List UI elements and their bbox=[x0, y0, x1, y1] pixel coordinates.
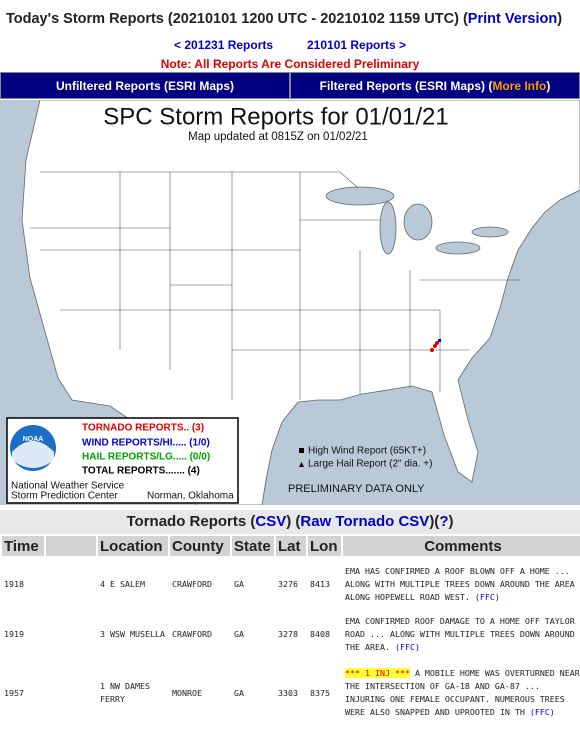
wind-symbol-label: High Wind Report (65KT+) bbox=[308, 446, 426, 457]
legend-wind: WIND REPORTS/HI..... (1/0) bbox=[82, 438, 210, 449]
filtered-tab[interactable]: Filtered Reports (ESRI Maps) (More Info) bbox=[290, 72, 580, 99]
note: Note: All Reports Are Considered Prelimi… bbox=[160, 57, 420, 71]
comment-text: A MOBILE HOME WAS OVERTURNED NEAR THE IN… bbox=[345, 668, 580, 717]
heading-link[interactable]: CSV bbox=[255, 513, 287, 530]
office-link[interactable]: (FFC) bbox=[474, 591, 500, 602]
legend-hail: HAIL REPORTS/LG..... (0/0) bbox=[82, 452, 210, 463]
storm-map: SPC Storm Reports for 01/01/21 Map updat… bbox=[0, 100, 580, 505]
page-title: Today's Storm Reports (20210101 1200 UTC… bbox=[6, 11, 562, 27]
header-spacer bbox=[46, 536, 96, 556]
location: 3 WSW MUSELLA bbox=[100, 629, 165, 639]
great-lakes bbox=[325, 186, 509, 255]
office-link[interactable]: (FFC) bbox=[394, 642, 420, 652]
tab-text: Filtered Reports (ESRI Maps) bbox=[319, 78, 485, 93]
hail-symbol-label: Large Hail Report (2" dia. +) bbox=[308, 459, 432, 470]
county: CRAWFORD bbox=[172, 578, 212, 589]
logo-text: NOAA bbox=[23, 436, 44, 443]
more-info-link[interactable]: More Info bbox=[492, 78, 547, 93]
time: 1918 bbox=[4, 578, 24, 589]
lat: 3278 bbox=[278, 629, 298, 639]
comments: EMA CONFIRMED ROOF DAMAGE TO A HOME OFF … bbox=[343, 612, 580, 657]
org-name: Storm Prediction Center bbox=[11, 491, 118, 502]
lon: 8375 bbox=[310, 687, 330, 698]
prev-link[interactable]: < 201231 Reports bbox=[174, 38, 274, 52]
hail-symbol bbox=[299, 462, 304, 467]
time: 1919 bbox=[4, 629, 24, 639]
report-row: 1918 4 E SALEM CRAWFORD GA 3276 8413 EMA HAS C… bbox=[2, 558, 580, 610]
office-link[interactable]: (FFC) bbox=[529, 707, 555, 717]
column-header: Lat bbox=[276, 536, 306, 556]
column-header: State bbox=[232, 536, 274, 556]
lat: 3276 bbox=[278, 578, 298, 589]
title-text: Today's Storm Reports (20210101 1200 UTC… bbox=[6, 11, 459, 27]
paren: ( bbox=[462, 11, 468, 27]
paren: ( bbox=[488, 78, 493, 93]
report-table: Time Location County State Lat Lon Comments 191… bbox=[0, 534, 580, 729]
county: MONROE bbox=[172, 687, 202, 698]
paren: ) bbox=[546, 78, 551, 93]
table-heading: Tornado Reports (CSV) (Raw Tornado CSV)(… bbox=[0, 510, 580, 534]
state: GA bbox=[234, 578, 244, 589]
comments: *** 1 INJ *** A MOBILE HOME WAS OVERTURN… bbox=[343, 659, 580, 727]
print-link[interactable]: Print Version bbox=[467, 11, 558, 27]
heading-text: )( bbox=[429, 513, 440, 530]
state: GA bbox=[234, 687, 244, 698]
comment-text: EMA CONFIRMED ROOF DAMAGE TO A HOME OFF … bbox=[345, 616, 575, 652]
comment-text: EMA HAS CONFIRMED A ROOF BLOWN OFF A HOM… bbox=[345, 565, 575, 602]
state: GA bbox=[234, 629, 244, 639]
heading-link[interactable]: ? bbox=[439, 513, 449, 530]
lat: 3303 bbox=[278, 687, 298, 698]
map-title: SPC Storm Reports for 01/01/21 bbox=[103, 103, 449, 130]
column-header: Time bbox=[2, 536, 44, 556]
next-link[interactable]: 210101 Reports > bbox=[307, 38, 407, 52]
heading-text: ) ( bbox=[286, 513, 301, 530]
lon: 8413 bbox=[310, 578, 330, 589]
location: 1 NW DAMES FERRY bbox=[100, 681, 150, 704]
disclaimer: PRELIMINARY DATA ONLY bbox=[288, 483, 425, 495]
column-header: County bbox=[170, 536, 230, 556]
legend-total: TOTAL REPORTS....... (4) bbox=[82, 466, 200, 477]
noaa-wave bbox=[12, 441, 54, 468]
org-name: National Weather Service bbox=[11, 481, 125, 492]
county: CRAWFORD bbox=[172, 629, 212, 639]
header-row: Time Location County State Lat Lon Comments bbox=[2, 536, 580, 556]
tornado-marker bbox=[430, 348, 434, 352]
lon: 8408 bbox=[310, 629, 330, 639]
heading-link[interactable]: Raw Tornado CSV bbox=[300, 513, 430, 530]
wind-symbol bbox=[299, 448, 304, 453]
paren: ) bbox=[557, 11, 563, 27]
land bbox=[21, 100, 580, 505]
time: 1957 bbox=[4, 687, 24, 698]
report-markers bbox=[430, 339, 441, 352]
state-lines bbox=[30, 171, 520, 400]
injuries: *** 1 INJ *** bbox=[345, 668, 410, 678]
tab-text: Unfiltered Reports (ESRI Maps) bbox=[55, 78, 235, 93]
column-header: Location bbox=[98, 536, 168, 556]
column-header: Lon bbox=[308, 536, 341, 556]
legend-tornado: TORNADO REPORTS.. (3) bbox=[82, 423, 204, 434]
column-header: Comments bbox=[343, 536, 580, 556]
comments: EMA HAS CONFIRMED A ROOF BLOWN OFF A HOM… bbox=[343, 558, 580, 610]
map-updated: Map updated at 0815Z on 01/02/21 bbox=[188, 131, 368, 143]
heading-text: ) bbox=[448, 513, 454, 530]
wind-marker bbox=[438, 339, 441, 342]
unfiltered-tab[interactable]: Unfiltered Reports (ESRI Maps) bbox=[0, 72, 290, 99]
report-row: 1957 1 NW DAMES FERRY MONROE GA 3303 8375 *** … bbox=[2, 659, 580, 727]
report-row: 1919 3 WSW MUSELLA CRAWFORD GA 3278 8408 EMA C… bbox=[2, 612, 580, 657]
heading-text: Tornado Reports ( bbox=[126, 513, 256, 530]
location: 4 E SALEM bbox=[100, 578, 145, 589]
org-location: Norman, Oklahoma bbox=[147, 491, 234, 502]
tornado-marker bbox=[433, 344, 437, 348]
